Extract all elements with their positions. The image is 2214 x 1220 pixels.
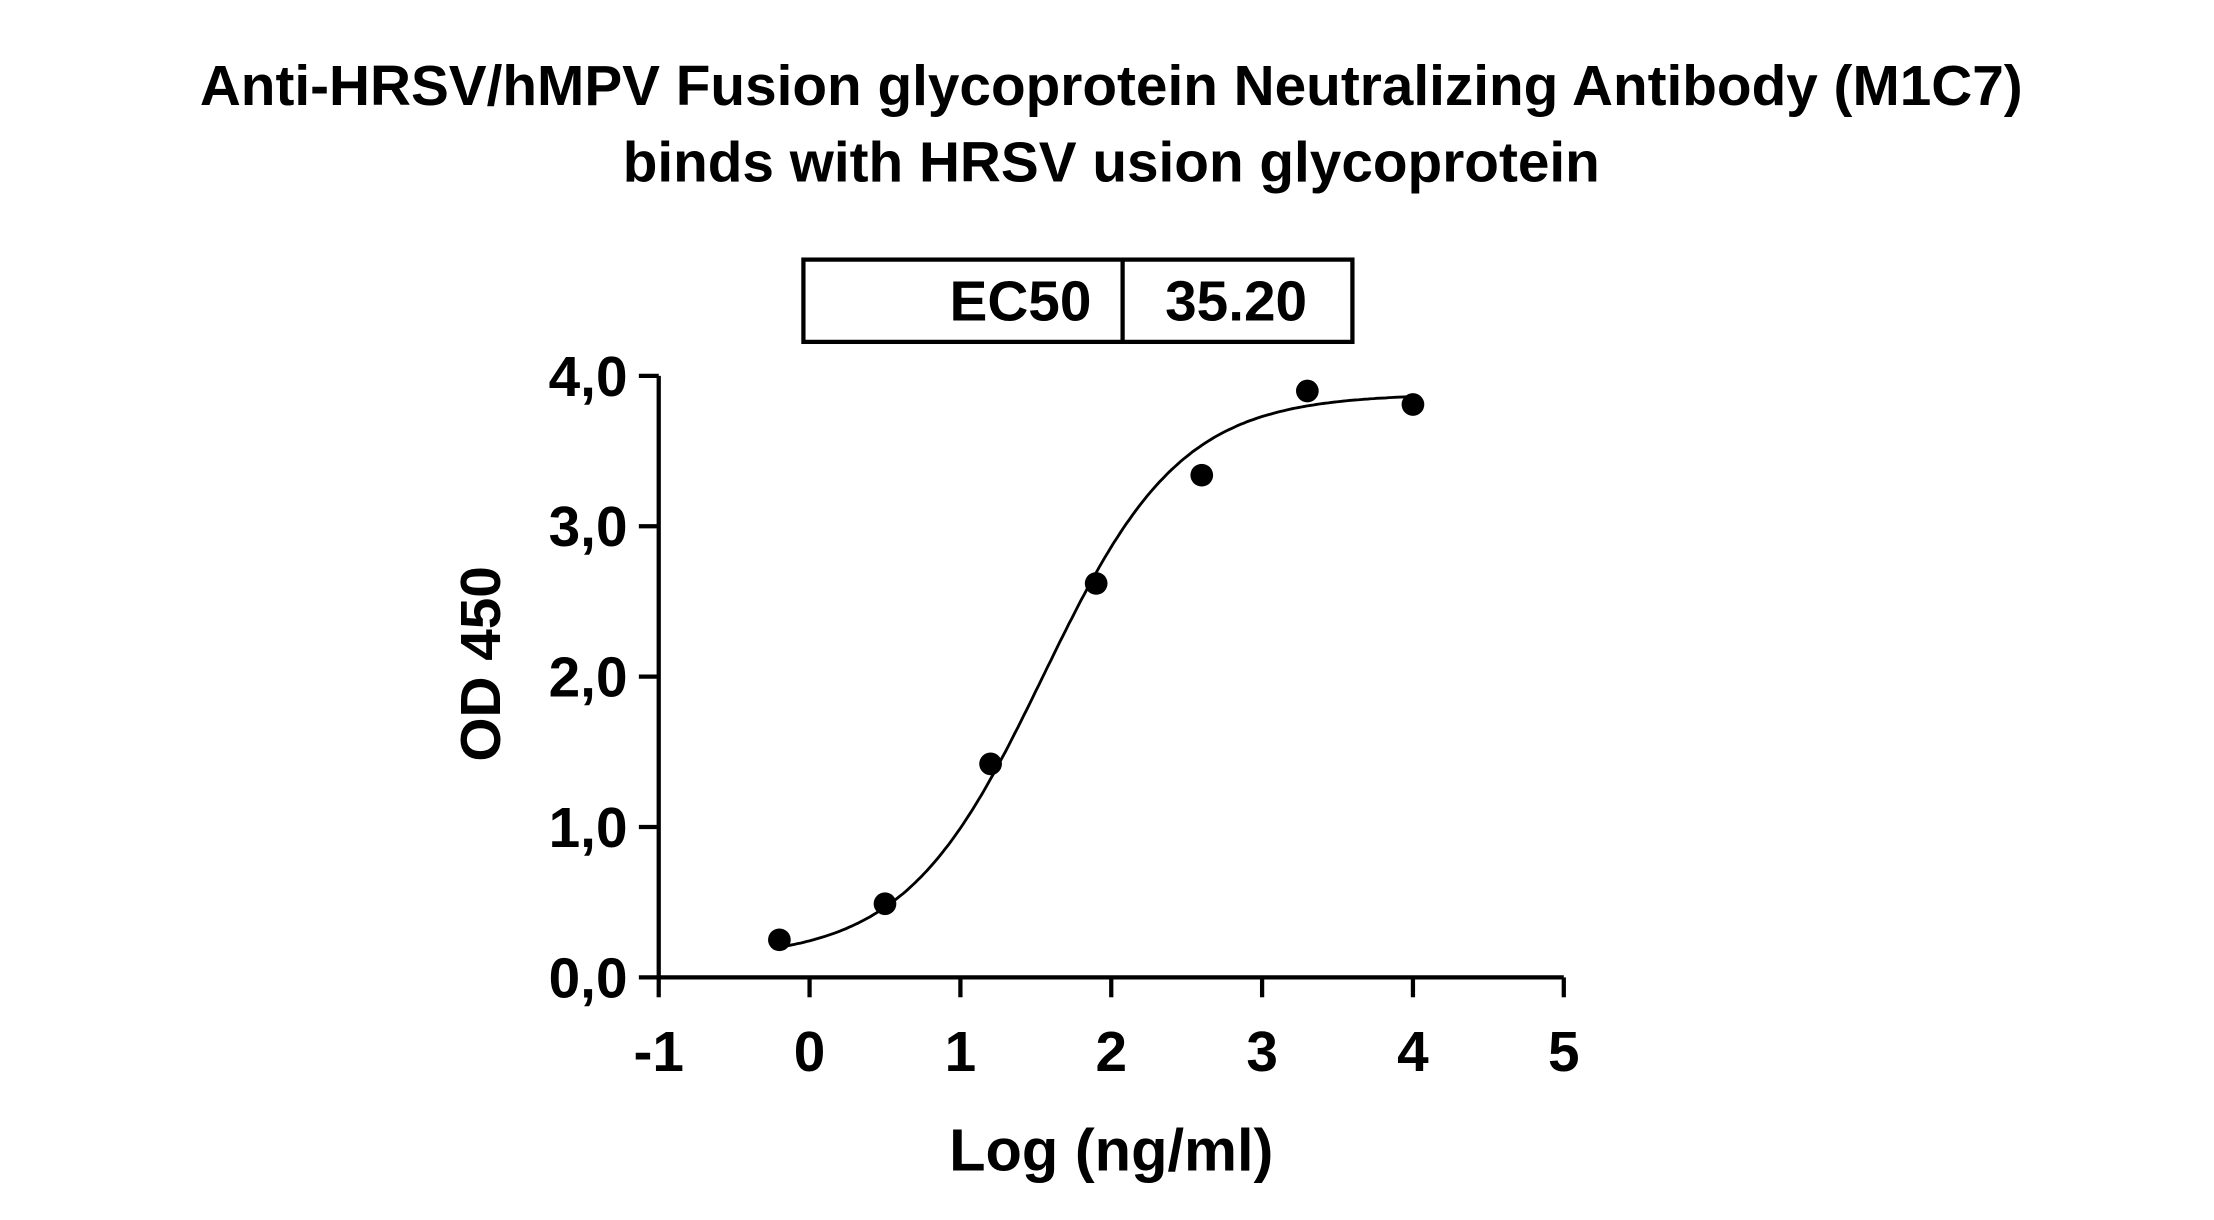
y-tick-label: 3,0 (549, 496, 628, 559)
x-tick-label: 5 (1548, 1021, 1580, 1084)
ec50-label: EC50 (949, 271, 1091, 334)
data-point (1296, 379, 1319, 403)
ec50-table: EC50 35.20 (801, 257, 1355, 345)
y-tick-label: 4,0 (549, 346, 628, 409)
x-tick-label: 1 (945, 1021, 977, 1084)
data-point (1084, 572, 1108, 595)
data-point (1190, 463, 1214, 487)
x-tick-label: 4 (1397, 1021, 1429, 1084)
x-tick-label: 0 (794, 1021, 826, 1084)
y-tick-label: 0,0 (549, 947, 628, 1010)
fit-curve (779, 395, 1414, 949)
x-axis-label: Log (ng/ml) (949, 1116, 1273, 1183)
x-tick-label: -1 (633, 1021, 683, 1084)
data-point (979, 752, 1002, 776)
chart-title-line-1: Anti-HRSV/hMPV Fusion glycoprotein Neutr… (200, 55, 2023, 118)
y-tick-label: 1,0 (549, 797, 628, 860)
data-point (768, 928, 791, 952)
chart-title-line-2: binds with HRSV usion glycoprotein (623, 132, 1600, 195)
data-point (873, 892, 897, 916)
ec50-value: 35.20 (1165, 271, 1307, 334)
data-points (768, 379, 1425, 952)
data-point (1401, 393, 1425, 416)
x-tick-label: 2 (1095, 1021, 1127, 1084)
x-tick-label: 3 (1246, 1021, 1278, 1084)
y-axis-label: OD 450 (450, 566, 513, 762)
y-tick-label: 2,0 (549, 647, 628, 710)
axes: -1 0 1 2 3 4 5 0,0 1,0 2,0 3,0 4,0 (549, 346, 1580, 1084)
